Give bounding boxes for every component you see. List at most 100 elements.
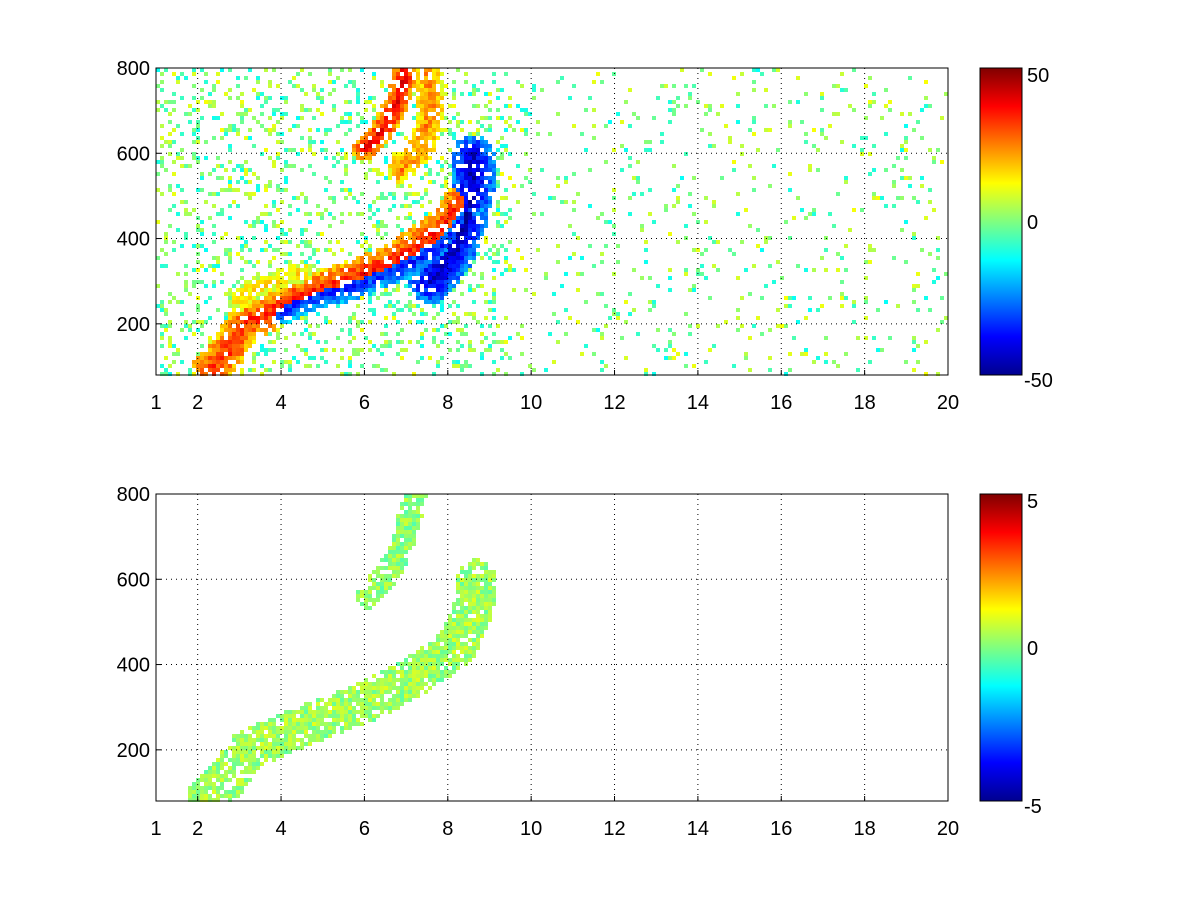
heatmap-cell xyxy=(592,136,596,140)
heatmap-cell xyxy=(432,76,436,80)
heatmap-cell xyxy=(756,228,760,232)
heatmap-cell xyxy=(288,734,292,738)
heatmap-cell xyxy=(232,308,236,312)
heatmap-cell xyxy=(416,514,420,518)
heatmap-cell xyxy=(684,352,688,356)
heatmap-cell xyxy=(456,610,460,614)
heatmap-cell xyxy=(260,212,264,216)
heatmap-cell xyxy=(260,276,264,280)
heatmap-cell xyxy=(668,108,672,112)
heatmap-cell xyxy=(804,348,808,352)
heatmap-cell xyxy=(444,212,448,216)
heatmap-cell xyxy=(372,168,376,172)
heatmap-cell xyxy=(260,304,264,308)
heatmap-cell xyxy=(256,722,260,726)
heatmap-cell xyxy=(748,128,752,132)
heatmap-cell xyxy=(236,782,240,786)
heatmap-cell xyxy=(216,264,220,268)
heatmap-cell xyxy=(316,718,320,722)
heatmap-cell xyxy=(376,112,380,116)
heatmap-cell xyxy=(464,264,468,268)
heatmap-cell xyxy=(484,336,488,340)
heatmap-cell xyxy=(372,124,376,128)
heatmap-cell xyxy=(620,144,624,148)
heatmap-cell xyxy=(284,300,288,304)
heatmap-cell xyxy=(396,72,400,76)
heatmap-cell xyxy=(444,280,448,284)
heatmap-cell xyxy=(652,220,656,224)
heatmap-cell xyxy=(480,172,484,176)
heatmap-cell xyxy=(512,128,516,132)
heatmap-cell xyxy=(200,786,204,790)
heatmap-cell xyxy=(452,220,456,224)
heatmap-cell xyxy=(364,678,368,682)
heatmap-cell xyxy=(324,730,328,734)
heatmap-cell xyxy=(168,300,172,304)
heatmap-cell xyxy=(412,236,416,240)
heatmap-cell xyxy=(408,674,412,678)
heatmap-cell xyxy=(196,280,200,284)
heatmap-cell xyxy=(380,272,384,276)
heatmap-cell xyxy=(356,276,360,280)
heatmap-cell xyxy=(472,256,476,260)
heatmap-cell xyxy=(820,108,824,112)
heatmap-cell xyxy=(404,248,408,252)
heatmap-cell xyxy=(480,352,484,356)
heatmap-cell xyxy=(424,172,428,176)
heatmap-cell xyxy=(324,304,328,308)
heatmap-cell xyxy=(924,96,928,100)
heatmap-cell xyxy=(244,324,248,328)
heatmap-cell xyxy=(416,678,420,682)
heatmap-cell xyxy=(292,148,296,152)
heatmap-cell xyxy=(840,304,844,308)
heatmap-cell xyxy=(396,340,400,344)
heatmap-cell xyxy=(348,332,352,336)
heatmap-cell xyxy=(480,340,484,344)
heatmap-cell xyxy=(596,328,600,332)
heatmap-cell xyxy=(484,562,488,566)
heatmap-cell xyxy=(236,280,240,284)
heatmap-cell xyxy=(300,228,304,232)
heatmap-cell xyxy=(488,116,492,120)
heatmap-cell xyxy=(452,288,456,292)
heatmap-cell xyxy=(452,152,456,156)
colorbar-bottom-max-label: 5 xyxy=(1027,491,1038,513)
heatmap-cell xyxy=(212,762,216,766)
heatmap-cell xyxy=(280,96,284,100)
heatmap-cell xyxy=(364,140,368,144)
heatmap-cell xyxy=(424,662,428,666)
heatmap-cell xyxy=(416,662,420,666)
heatmap-cell xyxy=(404,256,408,260)
heatmap-cell xyxy=(280,228,284,232)
heatmap-cell xyxy=(240,356,244,360)
heatmap-cell xyxy=(480,284,484,288)
heatmap-cell xyxy=(416,156,420,160)
heatmap-cell xyxy=(412,522,416,526)
heatmap-cell xyxy=(272,722,276,726)
heatmap-cell xyxy=(488,582,492,586)
heatmap-cell xyxy=(564,176,568,180)
heatmap-cell xyxy=(268,742,272,746)
heatmap-cell xyxy=(468,224,472,228)
heatmap-cell xyxy=(816,356,820,360)
heatmap-cell xyxy=(288,260,292,264)
heatmap-cell xyxy=(396,558,400,562)
heatmap-cell xyxy=(372,272,376,276)
heatmap-cell xyxy=(188,164,192,168)
heatmap-cell xyxy=(368,594,372,598)
heatmap-cell xyxy=(320,100,324,104)
heatmap-cell xyxy=(724,124,728,128)
heatmap-cell xyxy=(496,172,500,176)
heatmap-cell xyxy=(428,248,432,252)
heatmap-cell xyxy=(584,108,588,112)
heatmap-cell xyxy=(248,280,252,284)
heatmap-cell xyxy=(184,280,188,284)
heatmap-cell xyxy=(464,650,468,654)
heatmap-cell xyxy=(640,224,644,228)
heatmap-cell xyxy=(372,276,376,280)
heatmap-cell xyxy=(516,164,520,168)
heatmap-cell xyxy=(468,312,472,316)
heatmap-cell xyxy=(228,148,232,152)
heatmap-cell xyxy=(424,312,428,316)
heatmap-cell xyxy=(324,706,328,710)
